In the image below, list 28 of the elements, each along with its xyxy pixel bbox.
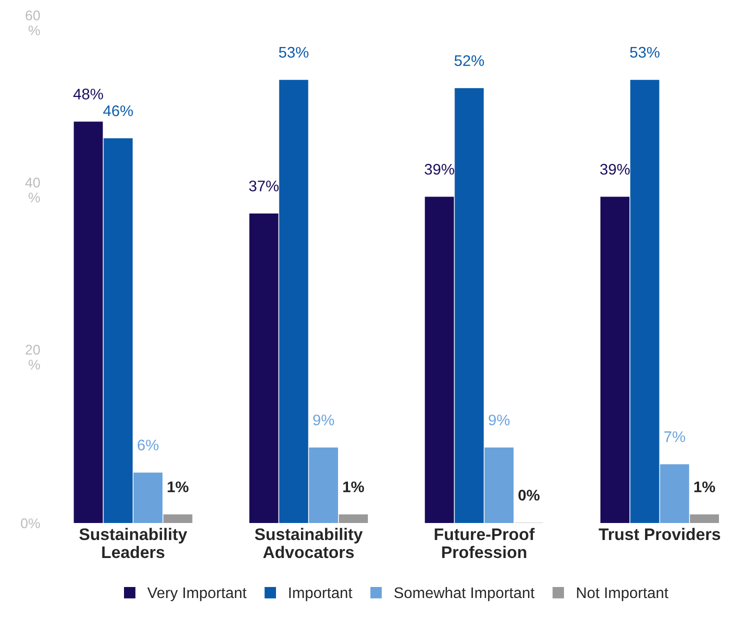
legend-label: Very Important <box>147 588 247 602</box>
data-label: 48% <box>73 88 104 100</box>
data-label: 1% <box>168 481 188 492</box>
data-label: 39% <box>600 164 630 175</box>
data-label: 53% <box>279 46 308 58</box>
data-label: 9% <box>313 414 334 426</box>
data-label: 37% <box>249 180 279 192</box>
data-label: 53% <box>630 46 660 58</box>
data-label: 1% <box>343 481 364 492</box>
x-tick-label: Sustainability Advocators <box>254 528 363 558</box>
legend-label: Important <box>289 588 352 602</box>
data-label: 6% <box>138 440 158 450</box>
data-label: 46% <box>103 105 133 116</box>
x-tick-label: Trust Providers <box>598 528 720 540</box>
legend-label: Not Important <box>577 588 668 602</box>
data-label: 0% <box>518 490 540 501</box>
data-label: 7% <box>664 431 686 442</box>
y-tick-label: 20 % <box>26 344 40 370</box>
y-tick-label: 40 % <box>25 178 40 202</box>
data-label: 52% <box>454 55 484 66</box>
y-tick-label: 60 % <box>26 10 40 36</box>
y-tick-label: 0% <box>20 518 40 528</box>
legend-label: Somewhat Important <box>394 586 534 602</box>
x-tick-label: Future-Proof Profession <box>434 528 535 558</box>
data-label: 1% <box>694 481 716 492</box>
x-tick-label: Sustainability Leaders <box>79 528 188 558</box>
data-label: 39% <box>424 164 454 175</box>
data-label: 9% <box>488 414 510 426</box>
